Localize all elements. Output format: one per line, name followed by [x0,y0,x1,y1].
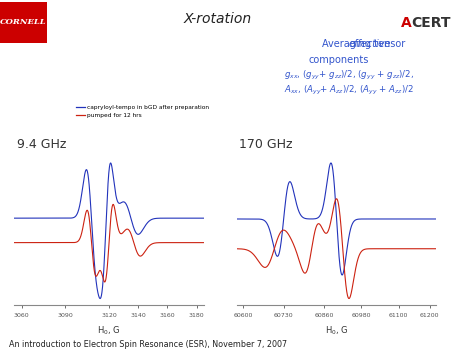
Legend: capryloyl-tempo in bGD after preparation, pumped for 12 hrs: capryloyl-tempo in bGD after preparation… [74,103,212,120]
Text: X-rotation: X-rotation [184,12,252,26]
Text: H$_0$, G: H$_0$, G [325,325,348,337]
Text: tensor: tensor [371,39,405,49]
Text: 9.4 GHz: 9.4 GHz [17,138,66,151]
Text: CORNELL: CORNELL [0,18,47,26]
Text: CERT: CERT [411,16,451,30]
Text: $g_{xx}$, ($g_{yy}$+ $g_{zz}$)/2, ($g_{yy}$ + $g_{zz}$)/2,: $g_{xx}$, ($g_{yy}$+ $g_{zz}$)/2, ($g_{y… [284,69,414,82]
Text: 170 GHz: 170 GHz [239,138,293,151]
Text: H$_0$, G: H$_0$, G [97,325,121,337]
Text: Averaging: Averaging [322,39,374,49]
Text: components: components [309,55,369,65]
Text: An introduction to Electron Spin Resonance (ESR), November 7, 2007: An introduction to Electron Spin Resonan… [9,340,288,349]
Text: A: A [401,16,411,30]
Text: effective: effective [348,39,391,49]
Text: $A_{xx}$, ($A_{yy}$+ $A_{zz}$)/2, ($A_{yy}$ + $A_{zz}$)/2: $A_{xx}$, ($A_{yy}$+ $A_{zz}$)/2, ($A_{y… [284,83,414,97]
